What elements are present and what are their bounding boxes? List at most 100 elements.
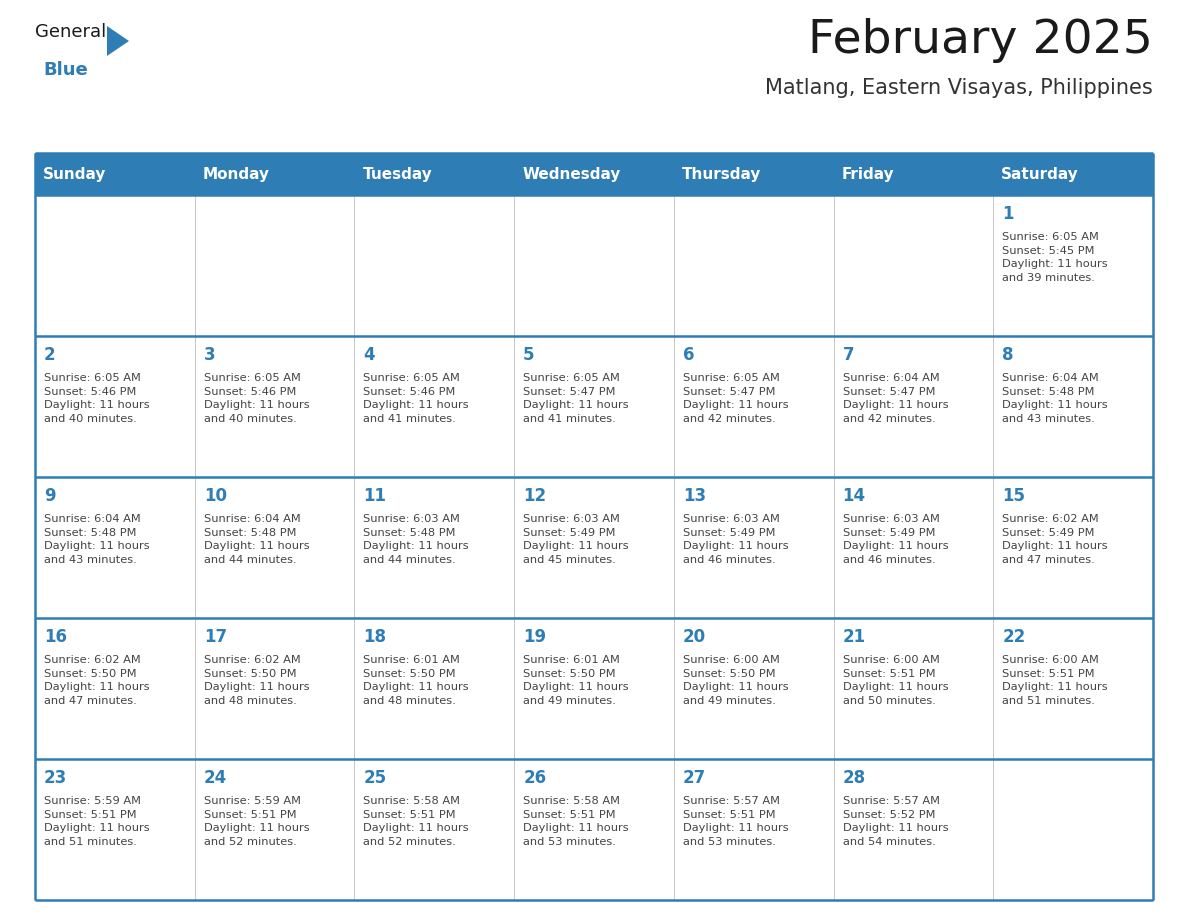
Text: Sunrise: 6:05 AM
Sunset: 5:45 PM
Daylight: 11 hours
and 39 minutes.: Sunrise: 6:05 AM Sunset: 5:45 PM Dayligh… <box>1003 232 1108 283</box>
Text: 6: 6 <box>683 346 694 364</box>
Text: Sunrise: 5:57 AM
Sunset: 5:52 PM
Daylight: 11 hours
and 54 minutes.: Sunrise: 5:57 AM Sunset: 5:52 PM Dayligh… <box>842 796 948 846</box>
Bar <box>514 618 674 759</box>
Text: Sunrise: 6:03 AM
Sunset: 5:49 PM
Daylight: 11 hours
and 46 minutes.: Sunrise: 6:03 AM Sunset: 5:49 PM Dayligh… <box>842 514 948 565</box>
Bar <box>34 759 195 900</box>
Text: 21: 21 <box>842 628 866 646</box>
Polygon shape <box>107 26 129 56</box>
Bar <box>834 336 993 477</box>
Text: 1: 1 <box>1003 205 1013 223</box>
Bar <box>195 477 354 618</box>
Text: 17: 17 <box>203 628 227 646</box>
Text: Sunrise: 5:59 AM
Sunset: 5:51 PM
Daylight: 11 hours
and 51 minutes.: Sunrise: 5:59 AM Sunset: 5:51 PM Dayligh… <box>44 796 150 846</box>
Text: Blue: Blue <box>43 61 88 79</box>
Bar <box>834 618 993 759</box>
Bar <box>674 195 834 336</box>
Text: 4: 4 <box>364 346 375 364</box>
Bar <box>195 618 354 759</box>
Bar <box>674 477 834 618</box>
Bar <box>993 336 1154 477</box>
Text: 27: 27 <box>683 769 706 787</box>
Text: Sunrise: 6:02 AM
Sunset: 5:49 PM
Daylight: 11 hours
and 47 minutes.: Sunrise: 6:02 AM Sunset: 5:49 PM Dayligh… <box>1003 514 1108 565</box>
Bar <box>354 618 514 759</box>
Bar <box>674 336 834 477</box>
Bar <box>514 153 674 195</box>
Bar <box>993 759 1154 900</box>
Text: 28: 28 <box>842 769 866 787</box>
Bar <box>195 759 354 900</box>
Bar <box>674 759 834 900</box>
Text: Sunrise: 6:05 AM
Sunset: 5:46 PM
Daylight: 11 hours
and 40 minutes.: Sunrise: 6:05 AM Sunset: 5:46 PM Dayligh… <box>44 373 150 424</box>
Bar <box>34 153 195 195</box>
Text: 7: 7 <box>842 346 854 364</box>
Text: 2: 2 <box>44 346 56 364</box>
Text: 10: 10 <box>203 487 227 505</box>
Text: 8: 8 <box>1003 346 1013 364</box>
Bar <box>195 336 354 477</box>
Text: Sunrise: 6:05 AM
Sunset: 5:46 PM
Daylight: 11 hours
and 40 minutes.: Sunrise: 6:05 AM Sunset: 5:46 PM Dayligh… <box>203 373 309 424</box>
Bar <box>514 759 674 900</box>
Text: Saturday: Saturday <box>1001 166 1079 182</box>
Text: Sunrise: 6:00 AM
Sunset: 5:51 PM
Daylight: 11 hours
and 51 minutes.: Sunrise: 6:00 AM Sunset: 5:51 PM Dayligh… <box>1003 655 1108 706</box>
Text: Sunrise: 6:04 AM
Sunset: 5:48 PM
Daylight: 11 hours
and 43 minutes.: Sunrise: 6:04 AM Sunset: 5:48 PM Dayligh… <box>44 514 150 565</box>
Text: 12: 12 <box>523 487 546 505</box>
Bar <box>195 195 354 336</box>
Bar <box>674 618 834 759</box>
Bar <box>354 153 514 195</box>
Text: 9: 9 <box>44 487 56 505</box>
Bar <box>993 618 1154 759</box>
Bar <box>834 759 993 900</box>
Bar <box>514 195 674 336</box>
Bar <box>514 477 674 618</box>
Text: Sunrise: 6:04 AM
Sunset: 5:47 PM
Daylight: 11 hours
and 42 minutes.: Sunrise: 6:04 AM Sunset: 5:47 PM Dayligh… <box>842 373 948 424</box>
Text: 18: 18 <box>364 628 386 646</box>
Text: 25: 25 <box>364 769 386 787</box>
Text: Monday: Monday <box>203 166 270 182</box>
Text: Sunrise: 6:05 AM
Sunset: 5:47 PM
Daylight: 11 hours
and 42 minutes.: Sunrise: 6:05 AM Sunset: 5:47 PM Dayligh… <box>683 373 789 424</box>
Bar <box>34 618 195 759</box>
Text: Sunrise: 6:05 AM
Sunset: 5:46 PM
Daylight: 11 hours
and 41 minutes.: Sunrise: 6:05 AM Sunset: 5:46 PM Dayligh… <box>364 373 469 424</box>
Bar <box>993 195 1154 336</box>
Text: 20: 20 <box>683 628 706 646</box>
Text: Sunrise: 6:03 AM
Sunset: 5:48 PM
Daylight: 11 hours
and 44 minutes.: Sunrise: 6:03 AM Sunset: 5:48 PM Dayligh… <box>364 514 469 565</box>
Bar <box>993 477 1154 618</box>
Text: Sunrise: 6:00 AM
Sunset: 5:51 PM
Daylight: 11 hours
and 50 minutes.: Sunrise: 6:00 AM Sunset: 5:51 PM Dayligh… <box>842 655 948 706</box>
Bar <box>34 477 195 618</box>
Bar <box>834 153 993 195</box>
Text: Sunrise: 5:57 AM
Sunset: 5:51 PM
Daylight: 11 hours
and 53 minutes.: Sunrise: 5:57 AM Sunset: 5:51 PM Dayligh… <box>683 796 789 846</box>
Text: 16: 16 <box>44 628 67 646</box>
Text: Sunrise: 6:00 AM
Sunset: 5:50 PM
Daylight: 11 hours
and 49 minutes.: Sunrise: 6:00 AM Sunset: 5:50 PM Dayligh… <box>683 655 789 706</box>
Bar <box>354 759 514 900</box>
Text: Wednesday: Wednesday <box>523 166 620 182</box>
Bar <box>354 477 514 618</box>
Text: 15: 15 <box>1003 487 1025 505</box>
Text: Sunrise: 6:05 AM
Sunset: 5:47 PM
Daylight: 11 hours
and 41 minutes.: Sunrise: 6:05 AM Sunset: 5:47 PM Dayligh… <box>523 373 628 424</box>
Text: 5: 5 <box>523 346 535 364</box>
Text: Sunrise: 5:58 AM
Sunset: 5:51 PM
Daylight: 11 hours
and 52 minutes.: Sunrise: 5:58 AM Sunset: 5:51 PM Dayligh… <box>364 796 469 846</box>
Text: Thursday: Thursday <box>682 166 762 182</box>
Text: Tuesday: Tuesday <box>362 166 432 182</box>
Text: Sunday: Sunday <box>43 166 107 182</box>
Text: Sunrise: 6:01 AM
Sunset: 5:50 PM
Daylight: 11 hours
and 48 minutes.: Sunrise: 6:01 AM Sunset: 5:50 PM Dayligh… <box>364 655 469 706</box>
Text: 19: 19 <box>523 628 546 646</box>
Text: Sunrise: 6:04 AM
Sunset: 5:48 PM
Daylight: 11 hours
and 44 minutes.: Sunrise: 6:04 AM Sunset: 5:48 PM Dayligh… <box>203 514 309 565</box>
Text: 11: 11 <box>364 487 386 505</box>
Bar <box>195 153 354 195</box>
Text: Sunrise: 5:59 AM
Sunset: 5:51 PM
Daylight: 11 hours
and 52 minutes.: Sunrise: 5:59 AM Sunset: 5:51 PM Dayligh… <box>203 796 309 846</box>
Bar <box>993 153 1154 195</box>
Text: 22: 22 <box>1003 628 1025 646</box>
Bar <box>34 336 195 477</box>
Bar <box>354 336 514 477</box>
Text: Sunrise: 6:01 AM
Sunset: 5:50 PM
Daylight: 11 hours
and 49 minutes.: Sunrise: 6:01 AM Sunset: 5:50 PM Dayligh… <box>523 655 628 706</box>
Text: General: General <box>34 23 106 41</box>
Text: 23: 23 <box>44 769 68 787</box>
Text: 14: 14 <box>842 487 866 505</box>
Text: Friday: Friday <box>841 166 895 182</box>
Text: 24: 24 <box>203 769 227 787</box>
Text: Sunrise: 6:04 AM
Sunset: 5:48 PM
Daylight: 11 hours
and 43 minutes.: Sunrise: 6:04 AM Sunset: 5:48 PM Dayligh… <box>1003 373 1108 424</box>
Text: February 2025: February 2025 <box>808 18 1154 63</box>
Text: Sunrise: 5:58 AM
Sunset: 5:51 PM
Daylight: 11 hours
and 53 minutes.: Sunrise: 5:58 AM Sunset: 5:51 PM Dayligh… <box>523 796 628 846</box>
Text: Sunrise: 6:02 AM
Sunset: 5:50 PM
Daylight: 11 hours
and 48 minutes.: Sunrise: 6:02 AM Sunset: 5:50 PM Dayligh… <box>203 655 309 706</box>
Bar <box>834 477 993 618</box>
Bar <box>674 153 834 195</box>
Text: Sunrise: 6:02 AM
Sunset: 5:50 PM
Daylight: 11 hours
and 47 minutes.: Sunrise: 6:02 AM Sunset: 5:50 PM Dayligh… <box>44 655 150 706</box>
